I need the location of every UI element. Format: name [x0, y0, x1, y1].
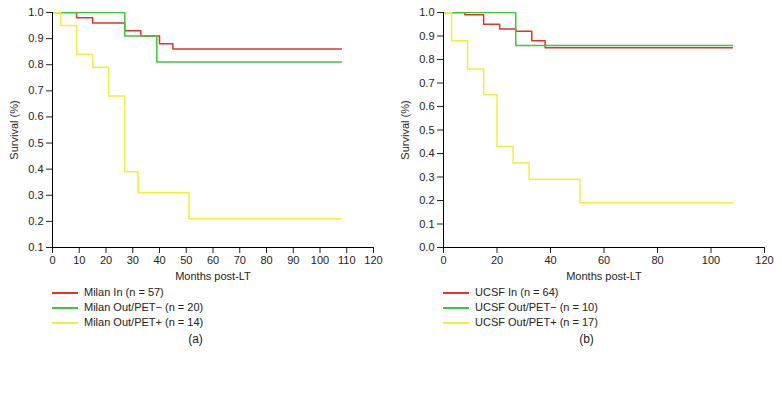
html-text:Milan In (n = 57): Milan In (n = 57): [84, 286, 164, 298]
html-text:UCSF Out/PET+ (n = 17): UCSF Out/PET+ (n = 17): [475, 316, 598, 328]
svg-text:Survival (%): Survival (%): [399, 100, 411, 159]
svg-text:10: 10: [73, 254, 85, 266]
svg-text:Months post-LT: Months post-LT: [566, 270, 642, 282]
html-text:Milan Out/PET− (n = 20): Milan Out/PET− (n = 20): [84, 301, 204, 313]
svg-text:40: 40: [544, 254, 556, 266]
html-text:UCSF In (n = 64): UCSF In (n = 64): [475, 286, 559, 298]
svg-text:0.0: 0.0: [419, 241, 434, 253]
svg-text:120: 120: [364, 254, 382, 266]
svg-text:0.3: 0.3: [28, 189, 43, 201]
svg-text:30: 30: [127, 254, 139, 266]
svg-text:0.2: 0.2: [28, 215, 43, 227]
svg-text:0.9: 0.9: [419, 30, 434, 42]
svg-text:0.5: 0.5: [419, 124, 434, 136]
svg-text:0.5: 0.5: [28, 137, 43, 149]
svg-text:20: 20: [100, 254, 112, 266]
html-text:(a): (a): [188, 332, 203, 346]
svg-text:0.4: 0.4: [419, 147, 434, 159]
html-text:UCSF Out/PET− (n = 10): UCSF Out/PET− (n = 10): [475, 301, 598, 313]
svg-text:70: 70: [234, 254, 246, 266]
svg-text:0.6: 0.6: [419, 100, 434, 112]
svg-text:20: 20: [491, 254, 503, 266]
svg-text:90: 90: [287, 254, 299, 266]
svg-text:0.7: 0.7: [419, 77, 434, 89]
svg-text:0.4: 0.4: [28, 163, 43, 175]
svg-text:80: 80: [651, 254, 663, 266]
svg-text:Months post-LT: Months post-LT: [175, 270, 251, 282]
svg-text:50: 50: [180, 254, 192, 266]
svg-text:100: 100: [311, 254, 329, 266]
svg-text:0.1: 0.1: [28, 241, 43, 253]
svg-text:0.7: 0.7: [28, 84, 43, 96]
svg-text:110: 110: [338, 254, 356, 266]
svg-text:Survival (%): Survival (%): [8, 100, 20, 159]
svg-text:0.8: 0.8: [419, 53, 434, 65]
svg-text:0.9: 0.9: [28, 32, 43, 44]
html-text:Milan Out/PET+ (n = 14): Milan Out/PET+ (n = 14): [84, 316, 204, 328]
svg-text:120: 120: [755, 254, 773, 266]
svg-text:60: 60: [207, 254, 219, 266]
svg-text:80: 80: [260, 254, 272, 266]
svg-text:60: 60: [598, 254, 610, 266]
svg-text:0.2: 0.2: [419, 194, 434, 206]
svg-text:0.6: 0.6: [28, 110, 43, 122]
svg-text:1.0: 1.0: [419, 6, 434, 18]
html-text:(b): (b): [579, 332, 594, 346]
svg-text:0.3: 0.3: [419, 171, 434, 183]
svg-text:1.0: 1.0: [28, 6, 43, 18]
svg-text:40: 40: [153, 254, 165, 266]
svg-text:0.8: 0.8: [28, 58, 43, 70]
svg-text:100: 100: [702, 254, 720, 266]
svg-text:0: 0: [49, 254, 55, 266]
svg-text:0.1: 0.1: [419, 218, 434, 230]
svg-text:0: 0: [440, 254, 446, 266]
